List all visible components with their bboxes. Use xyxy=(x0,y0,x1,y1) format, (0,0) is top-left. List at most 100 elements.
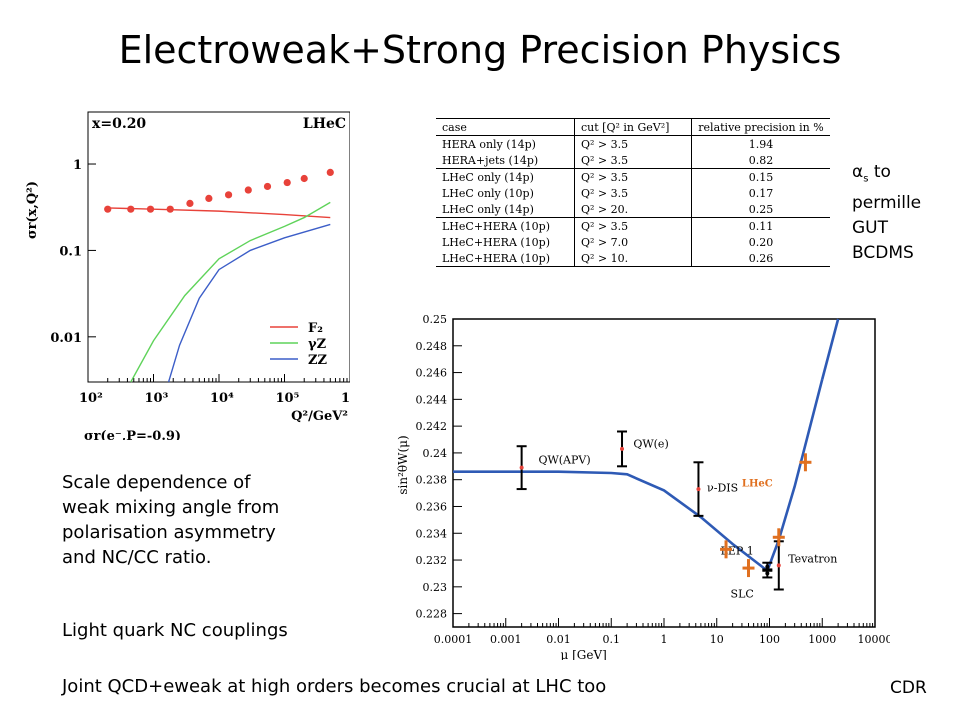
table-row: LHeC+HERA (10p) Q² > 7.0 0.20 xyxy=(436,234,830,250)
measurement-point xyxy=(765,571,770,576)
y-tick-label: 0.24 xyxy=(423,447,448,460)
side-note-bcdms: BCDMS xyxy=(852,243,914,264)
x-tick-label: 10⁶ xyxy=(341,391,350,406)
measurement-point xyxy=(620,446,625,451)
table-cell: LHeC only (14p) xyxy=(436,168,575,185)
y-tick-label: 0.248 xyxy=(416,340,448,353)
cdr-label: CDR xyxy=(890,678,927,698)
y-tick-label: 0.1 xyxy=(59,244,82,259)
y-axis-label: σr(x,Q²) xyxy=(25,181,40,239)
data-point xyxy=(326,168,334,176)
data-point xyxy=(244,186,252,194)
y-tick-label: 0.232 xyxy=(416,554,448,567)
y-tick-label: 0.244 xyxy=(416,393,448,406)
y-tick-label: 1 xyxy=(73,158,82,173)
table-cell: Q² > 3.5 xyxy=(574,217,692,234)
side-note-gut: GUT xyxy=(852,218,889,239)
x-tick-label: 100 xyxy=(759,633,780,646)
measurement-point xyxy=(765,564,770,569)
table-row: LHeC+HERA (10p) Q² > 10. 0.26 xyxy=(436,250,830,267)
y-axis-label: sin²θW(μ) xyxy=(396,435,410,494)
table-header: cut [Q² in GeV²] xyxy=(574,118,692,136)
measurement-label: SLC xyxy=(731,588,754,601)
y-tick-label: 0.234 xyxy=(416,527,448,540)
table-row: LHeC only (14p) Q² > 20. 0.25 xyxy=(436,201,830,218)
structure-function-plot: 10² 10³ 10⁴ 10⁵ 10⁶ 1 0.1 0.01 x=0.20 LHeC σr(x,Q²… xyxy=(25,111,350,440)
table-cell: 1.94 xyxy=(691,135,830,152)
table-cell: HERA+jets (14p) xyxy=(436,152,575,169)
alpha-s-sub: s xyxy=(863,173,869,185)
data-point xyxy=(166,205,174,213)
series-line xyxy=(107,207,331,219)
table-cell: 0.11 xyxy=(691,217,830,234)
y-tick-label: 0.25 xyxy=(423,313,448,326)
measurement-label: QW(e) xyxy=(633,438,668,451)
x-axis-label: Q²/GeV² xyxy=(291,409,348,424)
y-tick-label: 0.228 xyxy=(416,608,448,621)
side-note-permille: permille xyxy=(852,193,922,214)
lhec-label: LHeC xyxy=(742,478,773,489)
series-line xyxy=(130,201,331,383)
table-cell: Q² > 7.0 xyxy=(581,235,629,249)
sin2theta-curve xyxy=(453,378,824,573)
table-row: LHeC only (14p) Q² > 3.5 0.15 xyxy=(436,168,830,185)
legend-label: F₂ xyxy=(308,321,323,336)
measurement-label: Tevatron xyxy=(788,553,837,566)
table-row: LHeC only (10p) Q² > 3.5 0.17 xyxy=(436,185,830,201)
legend-label: ZZ xyxy=(308,353,327,368)
table-cell: 0.26 xyxy=(691,250,830,267)
precision-table: case cut [Q² in GeV²] relative precision i… xyxy=(436,118,830,267)
alpha-s-to: to xyxy=(868,162,891,182)
table-row: HERA+jets (14p) Q² > 3.5 0.82 xyxy=(436,152,830,169)
measurement-point xyxy=(696,487,701,492)
data-point xyxy=(205,194,213,203)
y-tick-label: 0.01 xyxy=(50,331,82,346)
table-cell: Q² > 3.5 xyxy=(574,168,692,185)
data-point xyxy=(127,205,135,213)
measurement-point xyxy=(776,563,781,568)
table-header: relative precision in % xyxy=(691,118,830,136)
table-cell: LHeC+HERA (10p) xyxy=(436,217,575,234)
data-point xyxy=(146,205,155,213)
table-cell: HERA only (14p) xyxy=(436,135,575,152)
table-cell: Q² > 3.5 xyxy=(581,153,629,167)
x-tick-label: 10⁴ xyxy=(210,391,234,406)
x-tick-label: 10² xyxy=(79,391,103,406)
sin2theta-curve-end xyxy=(820,318,840,380)
table-cell: LHeC+HERA (10p) xyxy=(436,250,575,267)
table-cell: 0.15 xyxy=(691,168,830,185)
sub-label: σr(e⁻,P=-0.9) xyxy=(84,429,181,440)
text-line: and NC/CC ratio. xyxy=(62,547,212,568)
text-line: polarisation asymmetry xyxy=(62,522,276,543)
series-line xyxy=(167,223,331,383)
x-tick-label: 1 xyxy=(661,633,668,646)
y-tick-label: 0.238 xyxy=(416,474,448,487)
table-cell: 0.25 xyxy=(691,201,830,218)
nc-couplings-text: Light quark NC couplings xyxy=(62,620,288,641)
x-tick-label: 0.001 xyxy=(490,633,522,646)
data-point xyxy=(186,199,194,208)
measurement-label: QW(APV) xyxy=(538,454,590,467)
text-line: weak mixing angle from xyxy=(62,497,280,518)
measurement-point xyxy=(519,465,524,470)
text-line: Scale dependence of xyxy=(62,472,251,493)
plot-frame xyxy=(452,318,876,628)
x-tick-label: 10 xyxy=(710,633,724,646)
plot-title-left: x=0.20 xyxy=(92,116,146,132)
y-tick-label: 0.236 xyxy=(416,500,448,513)
data-point xyxy=(104,205,112,213)
x-tick-label: 0.1 xyxy=(603,633,621,646)
table-cell: LHeC+HERA (10p) xyxy=(436,234,575,250)
table-cell: Q² > 3.5 xyxy=(581,137,629,151)
x-tick-label: 0.0001 xyxy=(434,633,473,646)
table-cell: Q² > 10. xyxy=(581,251,629,265)
x-tick-label: 0.01 xyxy=(546,633,571,646)
scale-dependence-text: Scale dependence of weak mixing angle fr… xyxy=(62,470,279,570)
table-header: case xyxy=(436,118,575,136)
x-tick-label: 1000 xyxy=(808,633,836,646)
y-tick-label: 0.23 xyxy=(423,581,448,594)
table-cell: 0.17 xyxy=(691,185,830,201)
data-point xyxy=(224,191,233,199)
table-cell: 0.82 xyxy=(691,152,830,169)
side-notes: αs to permille GUT BCDMS xyxy=(852,160,921,266)
